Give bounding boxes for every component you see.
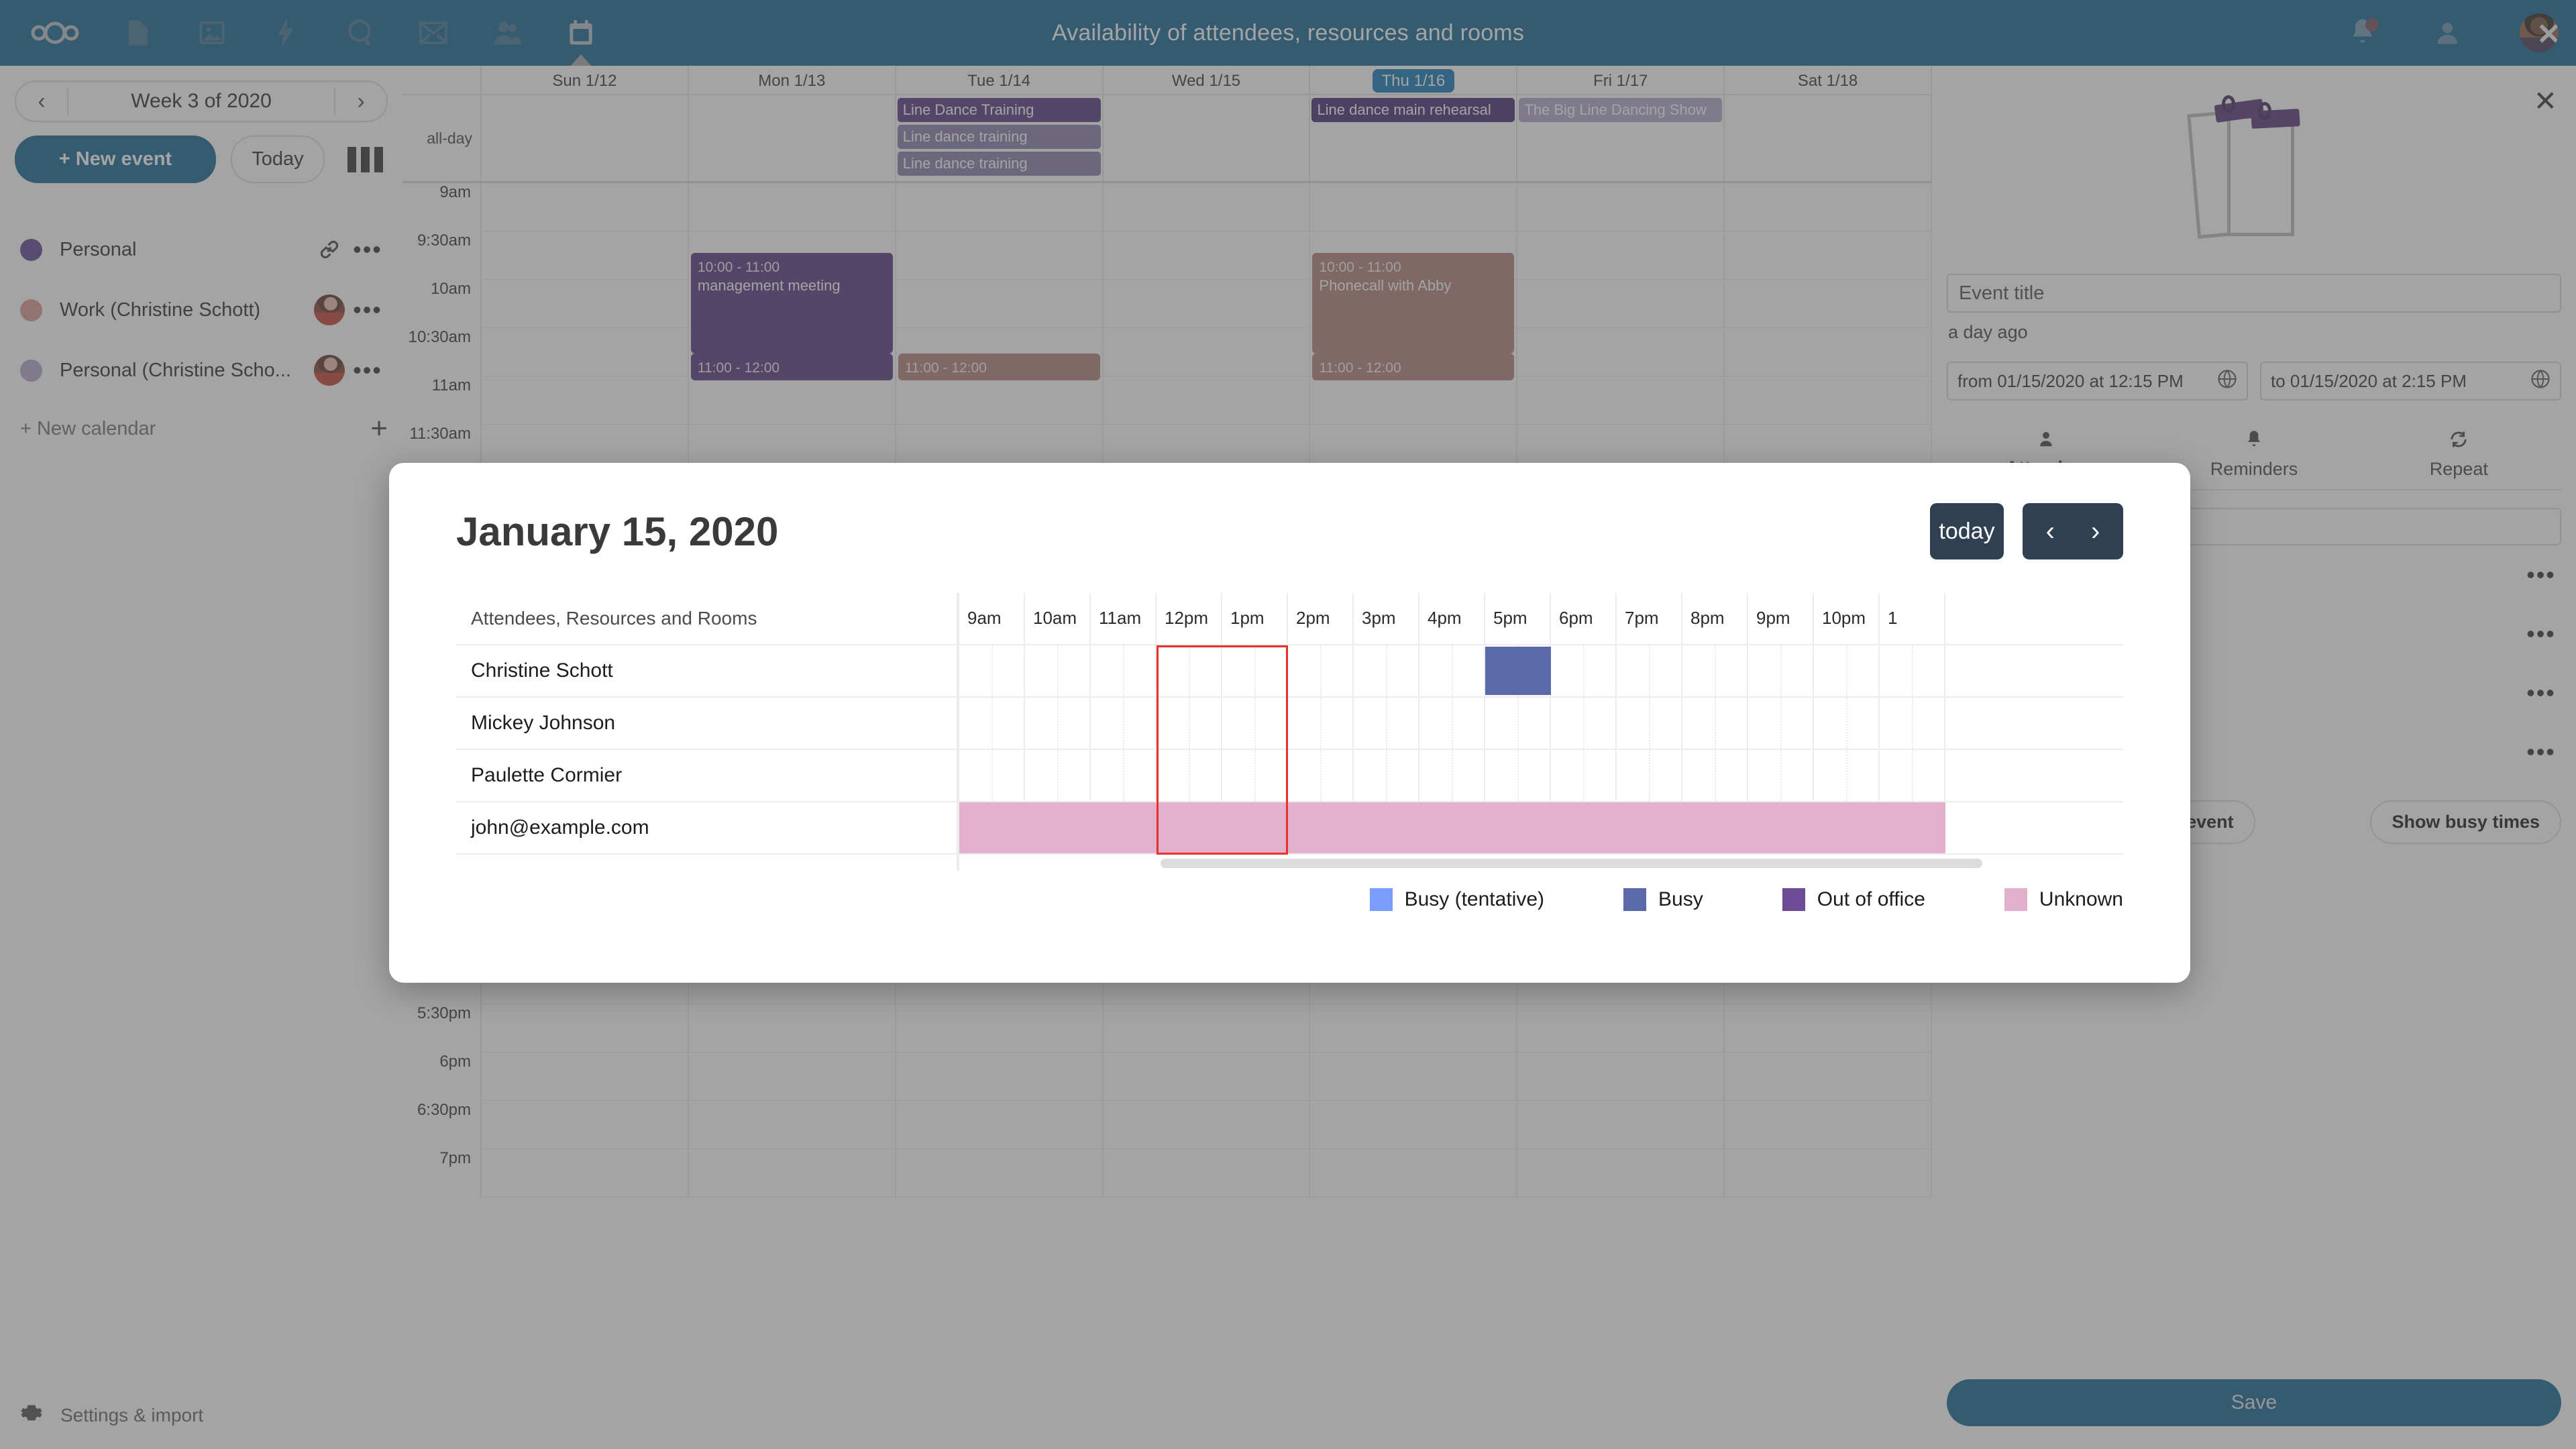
availability-cell[interactable] bbox=[959, 645, 1025, 696]
availability-cell[interactable] bbox=[1025, 750, 1091, 801]
availability-cell[interactable] bbox=[1551, 750, 1617, 801]
availability-cell[interactable] bbox=[959, 750, 1025, 801]
attendee-names-column: Attendees, Resources and Rooms Christine… bbox=[456, 593, 959, 871]
availability-cell[interactable] bbox=[1157, 750, 1222, 801]
availability-cell[interactable] bbox=[1157, 698, 1222, 749]
modal-header: January 15, 2020 today ‹ › bbox=[389, 463, 2190, 559]
availability-cell[interactable] bbox=[1288, 750, 1354, 801]
legend-item: Busy (tentative) bbox=[1369, 888, 1544, 911]
availability-row[interactable] bbox=[959, 802, 2123, 855]
availability-cell[interactable] bbox=[1222, 645, 1288, 696]
availability-legend: Busy (tentative) Busy Out of office Unknown bbox=[456, 888, 2123, 911]
hour-label: 7pm bbox=[1617, 593, 1682, 644]
availability-cell[interactable] bbox=[1617, 698, 1682, 749]
availability-cell[interactable] bbox=[1485, 698, 1551, 749]
availability-cell[interactable] bbox=[1880, 645, 1945, 696]
availability-table: Attendees, Resources and Rooms Christine… bbox=[456, 593, 2123, 871]
availability-cell[interactable] bbox=[1748, 750, 1814, 801]
availability-cell[interactable] bbox=[1091, 645, 1157, 696]
modal-next-button[interactable]: › bbox=[2091, 516, 2100, 546]
attendee-name-cell: Christine Schott bbox=[456, 645, 957, 698]
hour-label: 11am bbox=[1091, 593, 1157, 644]
availability-cell[interactable] bbox=[1617, 645, 1682, 696]
hour-label: 10pm bbox=[1814, 593, 1880, 644]
legend-item: Busy bbox=[1623, 888, 1703, 911]
availability-cell[interactable] bbox=[1222, 750, 1288, 801]
hour-label: 2pm bbox=[1288, 593, 1354, 644]
availability-cell[interactable] bbox=[1288, 698, 1354, 749]
availability-cell[interactable] bbox=[1814, 750, 1880, 801]
hour-header-row: 9am 10am 11am 12pm 1pm 2pm 3pm 4pm 5pm 6pm 7pm 8pm 9… bbox=[959, 593, 2123, 645]
availability-row[interactable] bbox=[959, 750, 2123, 802]
availability-cell[interactable] bbox=[1880, 698, 1945, 749]
availability-cell[interactable] bbox=[1419, 750, 1485, 801]
availability-cell[interactable] bbox=[1748, 698, 1814, 749]
availability-cell[interactable] bbox=[1682, 645, 1748, 696]
availability-cell[interactable] bbox=[1617, 750, 1682, 801]
availability-cell[interactable] bbox=[1091, 698, 1157, 749]
hour-label: 4pm bbox=[1419, 593, 1485, 644]
availability-grid[interactable]: 9am 10am 11am 12pm 1pm 2pm 3pm 4pm 5pm 6pm 7pm 8pm 9… bbox=[959, 593, 2123, 871]
hour-label: 9am bbox=[959, 593, 1025, 644]
availability-cell[interactable] bbox=[959, 698, 1025, 749]
availability-cell[interactable] bbox=[1551, 698, 1617, 749]
hour-label: 1 bbox=[1880, 593, 1945, 644]
attendee-name-cell: Mickey Johnson bbox=[456, 698, 957, 750]
legend-item: Out of office bbox=[1782, 888, 1925, 911]
availability-cell[interactable] bbox=[1682, 750, 1748, 801]
legend-swatch bbox=[1623, 888, 1646, 911]
attendees-column-header: Attendees, Resources and Rooms bbox=[456, 593, 957, 645]
availability-cell[interactable] bbox=[1880, 750, 1945, 801]
hour-label: 3pm bbox=[1354, 593, 1419, 644]
availability-cell[interactable] bbox=[1354, 698, 1419, 749]
modal-prev-button[interactable]: ‹ bbox=[2045, 516, 2055, 546]
attendee-name-cell: john@example.com bbox=[456, 802, 957, 855]
availability-cell[interactable] bbox=[1091, 750, 1157, 801]
legend-label: Unknown bbox=[2039, 888, 2123, 910]
legend-label: Busy bbox=[1658, 888, 1703, 910]
legend-swatch bbox=[1782, 888, 1805, 911]
hour-label: 8pm bbox=[1682, 593, 1748, 644]
busy-block bbox=[1485, 647, 1551, 695]
legend-label: Out of office bbox=[1817, 888, 1925, 910]
horizontal-scrollbar[interactable] bbox=[959, 859, 2123, 871]
unknown-block bbox=[959, 802, 1945, 853]
hour-label: 9pm bbox=[1748, 593, 1814, 644]
availability-modal: January 15, 2020 today ‹ › Attendees, Re… bbox=[389, 463, 2190, 983]
availability-cell[interactable] bbox=[1419, 698, 1485, 749]
attendee-name-cell: Paulette Cormier bbox=[456, 750, 957, 802]
legend-swatch bbox=[2004, 888, 2027, 911]
availability-cell[interactable] bbox=[1354, 645, 1419, 696]
hour-label: 10am bbox=[1025, 593, 1091, 644]
availability-cell[interactable] bbox=[1748, 645, 1814, 696]
availability-cell[interactable] bbox=[1025, 698, 1091, 749]
modal-nav-buttons: ‹ › bbox=[2023, 503, 2123, 559]
availability-cell[interactable] bbox=[1288, 645, 1354, 696]
hour-label: 5pm bbox=[1485, 593, 1551, 644]
availability-cell[interactable] bbox=[1485, 750, 1551, 801]
legend-label: Busy (tentative) bbox=[1404, 888, 1544, 910]
availability-cell[interactable] bbox=[1814, 698, 1880, 749]
availability-cell[interactable] bbox=[1354, 750, 1419, 801]
modal-today-button[interactable]: today bbox=[1930, 503, 2004, 559]
modal-title: January 15, 2020 bbox=[456, 508, 779, 554]
availability-cell[interactable] bbox=[1419, 645, 1485, 696]
hour-label: 12pm bbox=[1157, 593, 1222, 644]
scrollbar-thumb[interactable] bbox=[1161, 859, 1982, 868]
availability-cell[interactable] bbox=[1682, 698, 1748, 749]
availability-cell[interactable] bbox=[1025, 645, 1091, 696]
availability-cell[interactable] bbox=[1814, 645, 1880, 696]
legend-item: Unknown bbox=[2004, 888, 2123, 911]
hour-label: 1pm bbox=[1222, 593, 1288, 644]
availability-row[interactable] bbox=[959, 645, 2123, 698]
legend-swatch bbox=[1369, 888, 1393, 911]
availability-cell[interactable] bbox=[1551, 645, 1617, 696]
hour-label: 6pm bbox=[1551, 593, 1617, 644]
availability-cell[interactable] bbox=[1222, 698, 1288, 749]
availability-rows[interactable] bbox=[959, 645, 2123, 855]
availability-cell[interactable] bbox=[1157, 645, 1222, 696]
availability-row[interactable] bbox=[959, 698, 2123, 750]
